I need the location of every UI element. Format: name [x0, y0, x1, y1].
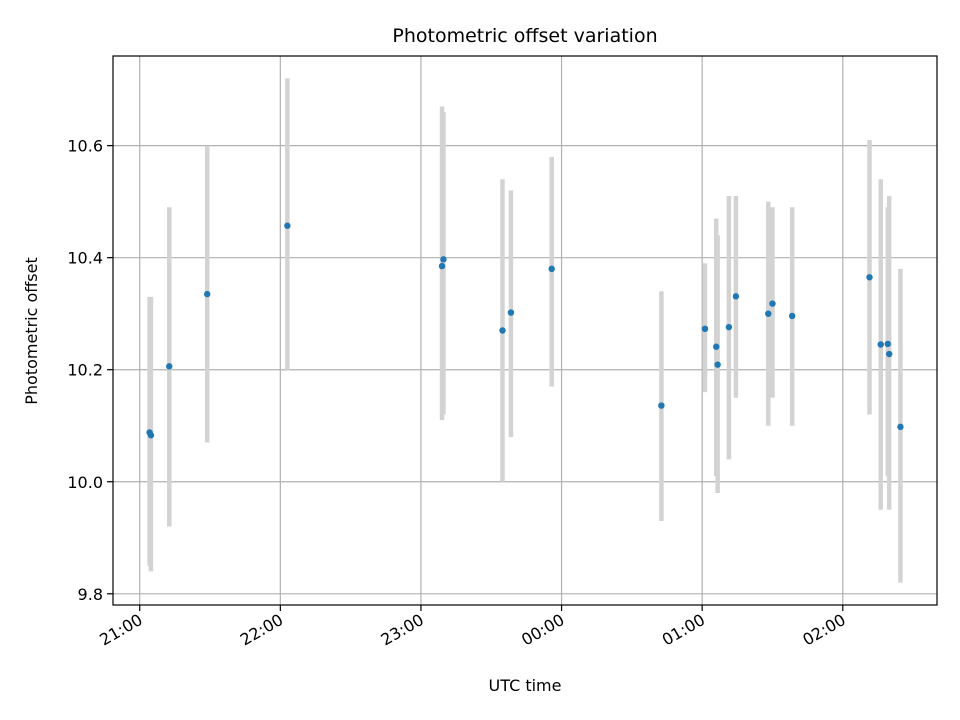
axes: 21:00 22:00 23:00 00:00 01:00 02:00 9.8 10.0 10.…: [67, 137, 848, 650]
data-point: [548, 265, 555, 273]
data-point: [658, 402, 665, 409]
x-tick-label: 22:00: [237, 610, 286, 650]
data-point: [204, 290, 211, 298]
data-point: [713, 343, 720, 350]
grid-lines: [113, 56, 937, 605]
data-point: [714, 361, 721, 368]
chart-title: Photometric offset variation: [392, 25, 657, 47]
data-point: [166, 363, 173, 370]
x-tick-label: 23:00: [378, 610, 427, 650]
x-tick-label: 21:00: [96, 610, 145, 650]
x-tick-label: 00:00: [518, 610, 567, 650]
data-point: [877, 341, 884, 348]
data-point: [507, 309, 515, 316]
data-point: [438, 262, 446, 270]
x-tick-label: 02:00: [799, 610, 848, 650]
data-point: [769, 300, 776, 307]
error-bars: [147, 78, 903, 583]
y-tick-label: 10.4: [67, 249, 103, 268]
data-point: [897, 423, 904, 431]
data-point: [885, 350, 893, 358]
data-point: [147, 432, 155, 439]
x-tick-label: 01:00: [659, 610, 708, 650]
data-point: [884, 340, 891, 348]
data-point: [866, 274, 873, 281]
x-axis-title: UTC time: [489, 676, 562, 695]
data-point: [701, 325, 709, 333]
data-point: [765, 310, 772, 317]
plot-frame: [112, 55, 938, 606]
data-point: [788, 312, 796, 320]
data-point: [499, 327, 506, 334]
y-tick-label: 10.6: [67, 137, 103, 156]
y-tick-label: 10.2: [67, 361, 103, 380]
data-point: [732, 293, 740, 300]
data-points: [146, 222, 904, 439]
y-axis-title: Photometric offset: [22, 257, 41, 405]
data-point: [284, 222, 291, 229]
y-tick-label: 10.0: [67, 473, 103, 492]
data-point: [440, 256, 447, 263]
y-tick-label: 9.8: [78, 585, 103, 604]
data-point: [725, 323, 733, 331]
